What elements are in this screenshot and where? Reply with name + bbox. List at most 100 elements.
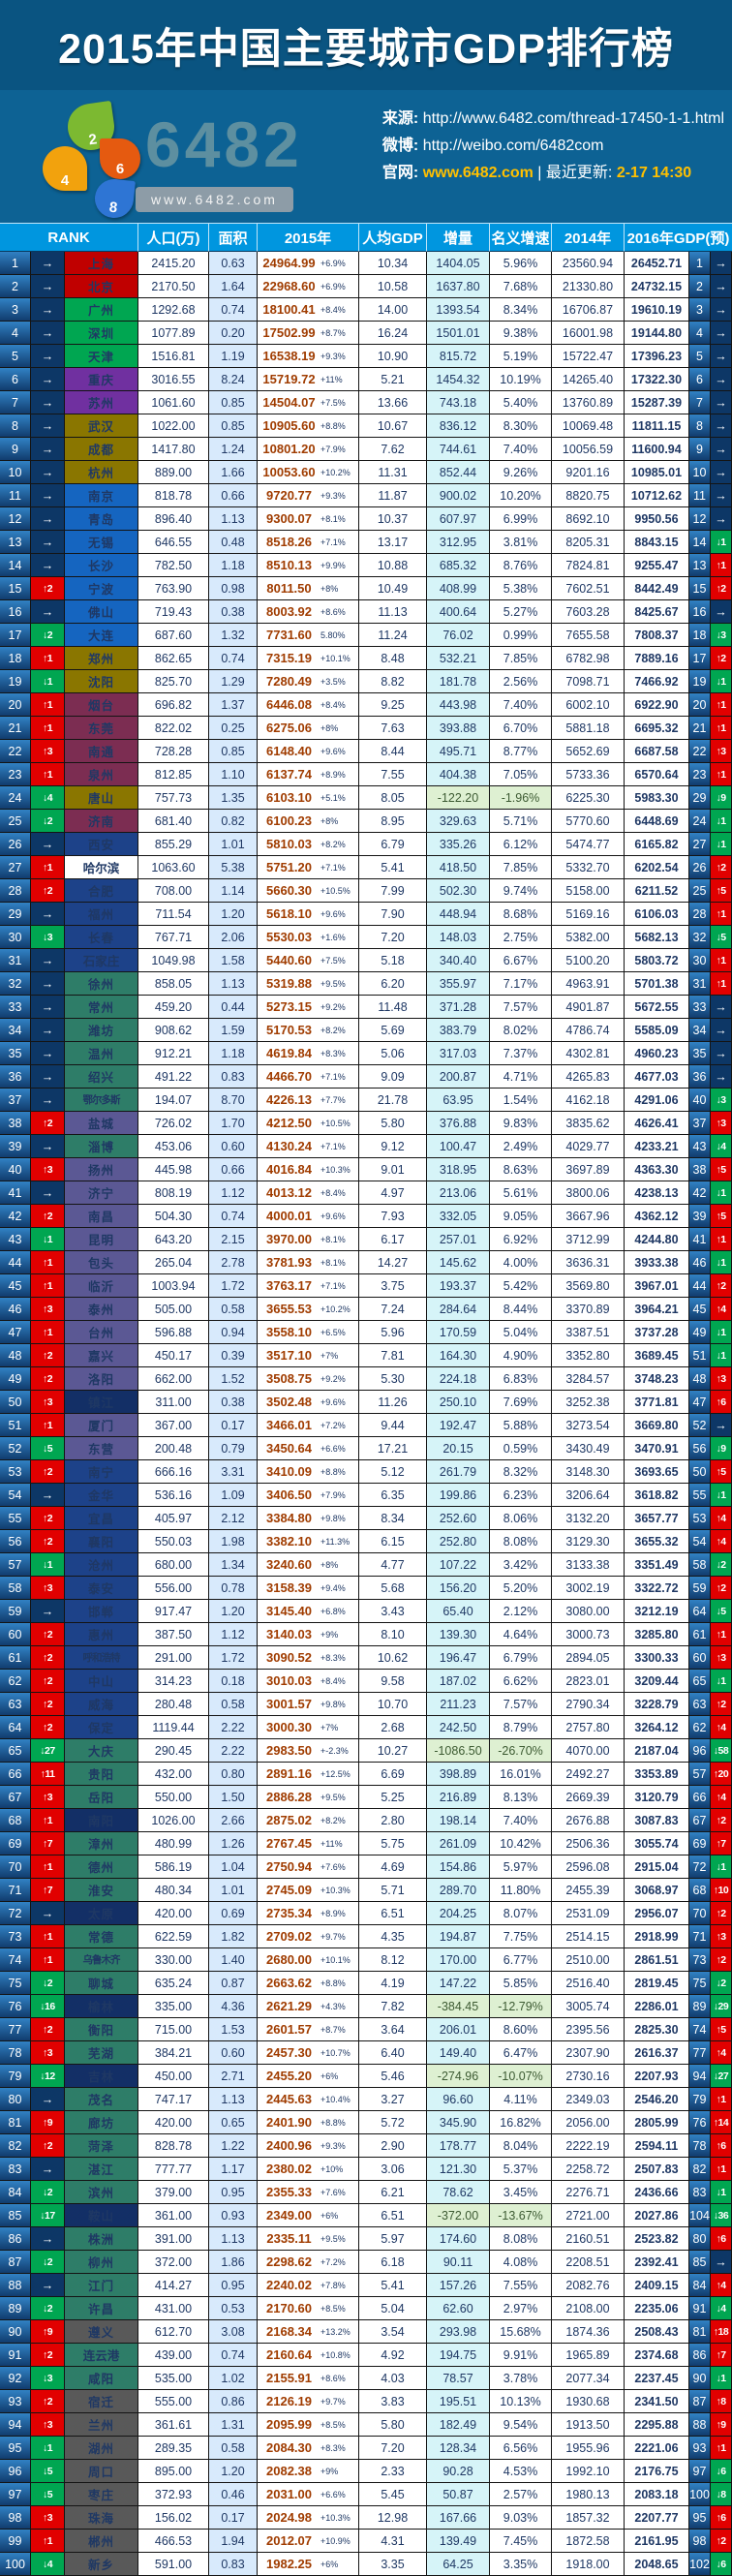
gdp-increment: 1637.80 (427, 275, 490, 298)
city-name: 厦门 (65, 1414, 138, 1437)
gdp-2015-value: 3240.60 (266, 1557, 312, 1572)
gdp-increment: 252.60 (427, 1507, 490, 1530)
gdp-2014: 3080.00 (552, 1600, 625, 1623)
gdp-2015-cell: 22968.60 +6.9% (258, 275, 359, 298)
city-name: 唐山 (65, 786, 138, 810)
col-header-per-capita: 人均GDP (359, 223, 427, 252)
gdp-per-capita: 10.37 (359, 507, 427, 531)
gdp-2016-forecast: 2805.99 (625, 2111, 689, 2134)
city-name: 扬州 (65, 1158, 138, 1181)
population: 696.82 (138, 693, 209, 717)
area: 0.87 (209, 1972, 258, 1995)
rank-2015: 96 (0, 2460, 31, 2483)
table-row: 28 ↑2 合肥 708.00 1.14 5660.30 +10.5% 7.99… (0, 879, 732, 903)
logo-number: 6 (115, 161, 125, 177)
gdp-per-capita: 9.44 (359, 1414, 427, 1437)
gdp-2014: 6225.30 (552, 786, 625, 810)
area: 1.52 (209, 1367, 258, 1391)
gdp-2016-forecast: 10712.62 (625, 484, 689, 507)
gdp-2016-forecast: 17322.30 (625, 368, 689, 391)
gdp-growth-label: +7.1% (320, 1280, 346, 1291)
rank-change-2016: ↑4 (711, 1530, 732, 1553)
gdp-per-capita: 5.97 (359, 2227, 427, 2251)
source-url: http://www.6482.com/thread-17450-1-1.htm… (422, 110, 724, 127)
rank-2015: 73 (0, 1925, 31, 1948)
gdp-2016-forecast: 2819.45 (625, 1972, 689, 1995)
rank-change-2015: → (31, 2158, 65, 2181)
gdp-2014: 4162.18 (552, 1089, 625, 1112)
rank-2015: 36 (0, 1065, 31, 1089)
nominal-growth: 7.75% (490, 1925, 552, 1948)
area: 2.78 (209, 1251, 258, 1274)
table-row: 82 ↑2 菏泽 828.78 1.22 2400.96 +9.3% 2.90 … (0, 2134, 732, 2158)
gdp-2014: 7098.71 (552, 670, 625, 693)
area: 8.24 (209, 368, 258, 391)
area: 4.36 (209, 1995, 258, 2018)
table-row: 65 ↓27 大庆 290.45 2.22 2983.50 +-2.3% 10.… (0, 1739, 732, 1763)
table-row: 12 → 青岛 896.40 1.13 9300.07 +8.1% 10.37 … (0, 507, 732, 531)
gdp-2015-cell: 3466.01 +7.2% (258, 1414, 359, 1437)
gdp-2015-cell: 3406.50 +7.9% (258, 1484, 359, 1507)
rank-change-2015: ↓2 (31, 2251, 65, 2274)
gdp-2015-value: 2750.94 (266, 1859, 312, 1874)
population: 681.40 (138, 810, 209, 833)
gdp-2014: 2349.03 (552, 2088, 625, 2111)
rank-change-2016: ↑5 (711, 1460, 732, 1484)
rank-change-2016: ↓5 (711, 1600, 732, 1623)
site-line: 官网: www.6482.com | 最近更新: 2-17 14:30 (382, 160, 724, 187)
nominal-growth: 6.62% (490, 1670, 552, 1693)
gdp-2016-forecast: 3055.74 (625, 1832, 689, 1855)
nominal-growth: 5.88% (490, 1414, 552, 1437)
nominal-growth: 6.56% (490, 2437, 552, 2460)
gdp-2016-forecast: 3693.65 (625, 1460, 689, 1484)
gdp-growth-label: +8.6% (320, 606, 346, 617)
city-name: 鄂尔多斯 (65, 1089, 138, 1112)
table-row: 41 → 济宁 808.19 1.12 4013.12 +8.4% 4.97 2… (0, 1181, 732, 1205)
rank-change-2015: → (31, 484, 65, 507)
gdp-2016-forecast: 2956.07 (625, 1902, 689, 1925)
gdp-2015-cell: 16538.19 +9.3% (258, 345, 359, 368)
rank-change-2015: ↑3 (31, 1391, 65, 1414)
nominal-growth: 8.77% (490, 740, 552, 763)
area: 1.19 (209, 345, 258, 368)
gdp-2016-forecast: 2918.99 (625, 1925, 689, 1948)
area: 0.69 (209, 1902, 258, 1925)
gdp-per-capita: 11.48 (359, 996, 427, 1019)
nominal-growth: 8.04% (490, 2134, 552, 2158)
rank-change-2016: ↑4 (711, 2041, 732, 2065)
gdp-increment: 743.18 (427, 391, 490, 414)
gdp-growth-label: +6.9% (320, 258, 346, 268)
rank-change-2016: ↑8 (711, 2390, 732, 2413)
rank-change-2016: ↑2 (711, 2530, 732, 2553)
gdp-growth-label: +6.6% (320, 2489, 346, 2499)
rank-2015: 9 (0, 438, 31, 461)
gdp-2015-value: 9300.07 (266, 511, 312, 526)
gdp-2014: 7602.51 (552, 577, 625, 600)
gdp-2014: 3712.99 (552, 1228, 625, 1251)
nominal-growth: -1.96% (490, 786, 552, 810)
gdp-increment: 250.10 (427, 1391, 490, 1414)
gdp-2016-forecast: 3748.23 (625, 1367, 689, 1391)
population: 808.19 (138, 1181, 209, 1205)
gdp-2015-cell: 3010.03 +8.4% (258, 1670, 359, 1693)
rank-change-2015: → (31, 1902, 65, 1925)
gdp-2014: 10056.59 (552, 438, 625, 461)
gdp-2015-cell: 14504.07 +7.5% (258, 391, 359, 414)
nominal-growth: 8.63% (490, 1158, 552, 1181)
gdp-2015-cell: 7280.49 +3.5% (258, 670, 359, 693)
gdp-2015-cell: 2663.62 +8.8% (258, 1972, 359, 1995)
area: 2.66 (209, 1809, 258, 1832)
gdp-2014: 16001.98 (552, 322, 625, 345)
rank-change-2016: ↑4 (711, 2274, 732, 2297)
gdp-2015-cell: 6446.08 +8.4% (258, 693, 359, 717)
rank-change-2015: → (31, 368, 65, 391)
gdp-2015-value: 2875.02 (266, 1813, 312, 1827)
gdp-2014: 9201.16 (552, 461, 625, 484)
gdp-2014: 1857.32 (552, 2506, 625, 2530)
rank-2016: 31 (689, 972, 711, 996)
rank-change-2016: ↓1 (711, 1484, 732, 1507)
rank-change-2015: → (31, 1484, 65, 1507)
rank-2015: 79 (0, 2065, 31, 2088)
rank-change-2015: ↑2 (31, 577, 65, 600)
nominal-growth: -10.07% (490, 2065, 552, 2088)
